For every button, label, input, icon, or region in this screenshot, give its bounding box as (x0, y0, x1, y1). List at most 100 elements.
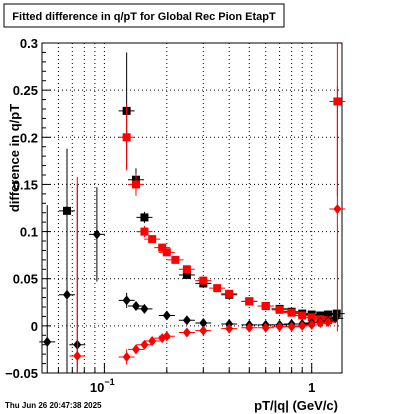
diamond-marker (333, 203, 342, 214)
data-point (144, 335, 161, 346)
y-tick-label: 0 (31, 319, 38, 334)
data-point (158, 248, 175, 257)
data-point (136, 339, 153, 350)
data-point (127, 173, 144, 196)
data-point (136, 225, 153, 238)
data-point (154, 243, 171, 252)
data-point (118, 349, 135, 365)
y-tick-label: 0.2 (20, 130, 38, 145)
diamond-marker (307, 319, 316, 330)
diamond-marker (245, 322, 254, 333)
data-point (241, 322, 258, 333)
data-point (257, 302, 274, 311)
square-marker (140, 227, 149, 236)
diamond-marker (324, 317, 333, 328)
square-marker (171, 255, 180, 264)
data-point (294, 311, 311, 320)
data-point (209, 284, 226, 293)
y-tick-label: 0.15 (13, 177, 38, 192)
diamond-marker (225, 323, 234, 334)
diamond-marker (92, 229, 101, 240)
diamond-marker (73, 351, 82, 362)
x-tick-label-exponent: −1 (104, 377, 114, 387)
square-marker (275, 305, 284, 314)
data-point (221, 289, 238, 298)
data-point (195, 325, 212, 336)
square-marker (158, 243, 167, 252)
square-marker (245, 297, 254, 306)
y-tick-label: 0.3 (20, 36, 38, 51)
data-point (144, 235, 161, 244)
data-point (158, 310, 175, 321)
chart-title-box: Fitted difference in q/pT for Global Rec… (3, 3, 285, 28)
data-point (69, 176, 86, 373)
data-point (329, 86, 346, 332)
diamond-marker (287, 321, 296, 332)
data-point (241, 297, 258, 306)
data-point (320, 317, 337, 328)
data-point (271, 305, 288, 314)
diamond-marker (43, 336, 52, 347)
data-point (178, 327, 195, 338)
y-tick-label: −0.05 (5, 366, 38, 381)
square-marker (122, 133, 131, 142)
diamond-marker (122, 351, 131, 362)
data-point (221, 323, 238, 334)
y-axis-label: difference in q/pT (7, 104, 22, 212)
data-point (303, 319, 320, 330)
square-marker (162, 248, 171, 257)
data-point (195, 318, 212, 329)
data-point (158, 331, 175, 342)
diamond-marker (182, 315, 191, 326)
data-point (257, 322, 274, 333)
x-tick-label: 1 (308, 380, 315, 395)
data-point (118, 292, 135, 308)
square-marker (261, 302, 270, 311)
data-point (195, 276, 212, 285)
square-marker (213, 284, 222, 293)
chart-title: Fitted difference in q/pT for Global Rec… (12, 11, 276, 23)
data-point (178, 265, 195, 274)
diamond-marker (162, 310, 171, 321)
data-point (167, 255, 184, 264)
data-point (39, 205, 56, 373)
data-point (127, 344, 144, 355)
data-point (136, 211, 153, 224)
square-marker (287, 308, 296, 317)
data-point (294, 320, 311, 331)
y-tick-label: 0.25 (13, 83, 38, 98)
data-point (178, 315, 195, 326)
y-tick-label: 0.05 (13, 272, 38, 287)
timestamp: Thu Jun 26 20:47:38 2025 (5, 401, 102, 410)
diamond-marker (131, 344, 140, 355)
square-marker (332, 309, 341, 318)
diamond-marker (275, 321, 284, 332)
diamond-marker (199, 318, 208, 329)
square-marker (182, 265, 191, 274)
diamond-marker (182, 327, 191, 338)
square-marker (199, 276, 208, 285)
data-point (58, 148, 75, 373)
square-marker (298, 311, 307, 320)
diamond-marker (162, 331, 171, 342)
data-markers (39, 43, 346, 373)
diamond-marker (199, 325, 208, 336)
data-point (136, 303, 153, 314)
diamond-marker (298, 320, 307, 331)
data-point (283, 321, 300, 332)
data-point (283, 308, 300, 317)
square-marker (324, 310, 333, 319)
square-marker (225, 289, 234, 298)
square-marker (182, 270, 191, 279)
diamond-marker (316, 318, 325, 329)
diamond-marker (140, 303, 149, 314)
diamond-marker (140, 339, 149, 350)
diamond-marker (148, 335, 157, 346)
x-axis-label: pT/|q| (GeV/c) (254, 398, 338, 413)
square-marker (140, 213, 149, 222)
square-marker (131, 180, 140, 189)
square-marker (307, 313, 316, 322)
axes: −0.05 0 0.05 0.1 0.15 0.2 0.25 0.3 10 −1 1 (5, 36, 315, 395)
square-marker (148, 235, 157, 244)
